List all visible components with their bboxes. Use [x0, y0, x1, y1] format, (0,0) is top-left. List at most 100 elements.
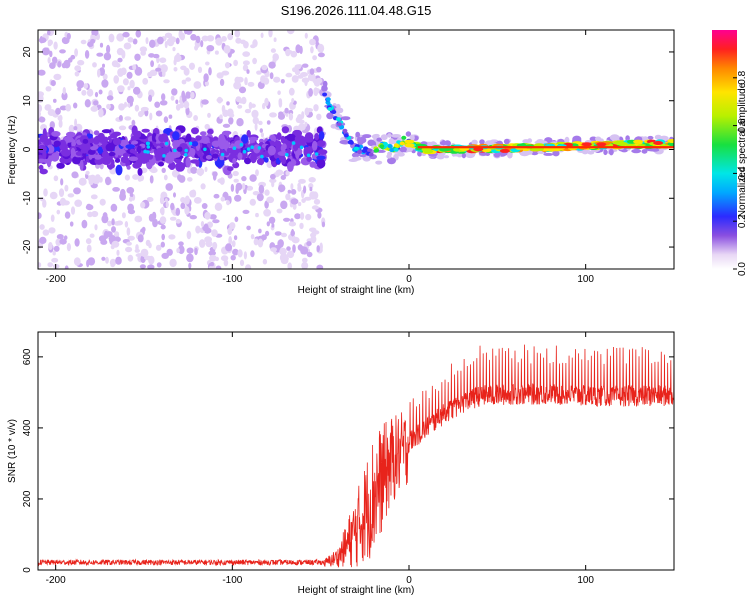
- spectrogram-band-blob: [114, 148, 119, 158]
- spectrogram-noise-blob: [266, 221, 270, 227]
- snr-frame: [37, 331, 675, 571]
- spectrogram-noise-blob: [249, 198, 256, 206]
- spectrogram-noise-blob: [278, 184, 286, 192]
- spectrogram-noise-blob: [254, 122, 258, 131]
- spectrogram-noise-blob: [242, 64, 249, 72]
- spectrogram-noise-blob: [168, 114, 173, 119]
- spectrogram-noise-blob: [139, 46, 148, 53]
- spectrogram-noise-blob: [83, 83, 89, 89]
- spectrogram-band-blob: [219, 155, 225, 161]
- spectrogram-noise-blob: [49, 62, 56, 69]
- spectrogram-noise-blob: [73, 257, 81, 266]
- spectrogram-noise-blob: [178, 175, 186, 183]
- spectrogram-noise-blob: [301, 63, 309, 68]
- spectrogram-noise-blob: [268, 61, 276, 69]
- spectrogram-noise-blob: [194, 247, 198, 256]
- snr-panel: -200 -100 0 100 0 200 400 600 Height of straig…: [7, 331, 675, 596]
- spectrogram-noise-blob: [298, 123, 306, 131]
- colorbar-tick-label: 0.0: [737, 262, 748, 276]
- spectrogram-noise-blob: [123, 101, 128, 108]
- spectrogram-noise-blob: [47, 262, 53, 268]
- spectrogram-band-blob: [200, 131, 207, 136]
- spectrogram-noise-blob: [45, 86, 52, 92]
- spectrogram-noise-blob: [290, 189, 297, 195]
- spectrogram-band-blob: [175, 161, 186, 172]
- spectrogram-noise-blob: [39, 224, 45, 230]
- spectrogram-noise-blob: [109, 258, 117, 266]
- spectrogram-noise-blob: [237, 104, 243, 109]
- spectrogram-noise-blob: [185, 106, 190, 116]
- spectrogram-noise-blob: [204, 166, 208, 172]
- spectrogram-track-halo: [543, 152, 554, 156]
- spectrogram-track-halo: [625, 135, 630, 142]
- spectrogram-marks: [38, 30, 674, 269]
- spectrogram-noise-blob: [163, 174, 168, 181]
- spectrogram-noise-blob: [84, 50, 90, 59]
- spectrogram-noise-blob: [285, 170, 290, 176]
- spectrogram-noise-blob: [38, 111, 41, 117]
- spectrogram-noise-blob: [105, 231, 113, 238]
- spectrogram-noise-blob: [263, 209, 271, 217]
- spectrogram-noise-blob: [38, 104, 43, 113]
- spectrogram-noise-blob: [317, 52, 325, 58]
- spectrogram-noise-blob: [126, 227, 131, 236]
- spectrogram-noise-blob: [161, 233, 165, 241]
- figure-title: S196.2026.111.04.48.G15: [281, 3, 432, 18]
- spectrogram-band-blob: [59, 139, 67, 151]
- snr-y-ticks: 0 200 400 600: [22, 348, 674, 573]
- spectrogram-noise-blob: [317, 43, 325, 53]
- spectrogram-band-blob: [90, 146, 97, 151]
- spectrogram-noise-blob: [55, 107, 61, 115]
- spectrogram-noise-blob: [58, 119, 63, 128]
- spectrogram-noise-blob: [163, 79, 170, 84]
- spectrogram-noise-blob: [180, 202, 186, 210]
- spectrogram-track-halo: [362, 134, 372, 139]
- spectrogram-noise-blob: [74, 199, 83, 207]
- spectrogram-band-blob: [120, 156, 129, 164]
- spectrogram-noise-blob: [102, 212, 108, 220]
- spectrogram-noise-blob: [129, 79, 135, 89]
- spectrogram-noise-blob: [141, 226, 146, 233]
- spectrogram-noise-blob: [160, 241, 165, 248]
- spectrogram-track-point: [347, 140, 353, 145]
- spectrogram-noise-blob: [309, 38, 316, 46]
- spectrogram-track-halo: [577, 150, 587, 153]
- spectrogram-noise-blob: [256, 70, 262, 75]
- spectrogram-noise-blob: [137, 234, 144, 243]
- spectrogram-noise-blob: [95, 174, 101, 180]
- spectrogram-track-halo: [444, 140, 451, 147]
- spectrogram-track-point: [653, 141, 664, 145]
- spectrogram-noise-blob: [269, 178, 277, 183]
- spectrogram-band-blob: [80, 147, 89, 154]
- spectrogram-track-halo: [471, 139, 478, 145]
- spectrogram-noise-blob: [140, 106, 149, 112]
- spectrogram-noise-blob: [38, 69, 46, 76]
- spectrogram-band-blob: [187, 147, 196, 157]
- spectrogram-band-blob: [267, 145, 276, 156]
- spectrogram-band-blob: [318, 131, 325, 140]
- spectrogram-noise-blob: [228, 236, 233, 245]
- spectrogram-noise-blob: [42, 199, 47, 208]
- spectrogram-noise-blob: [250, 250, 255, 258]
- spectrogram-noise-blob: [118, 115, 123, 121]
- spectrogram-track-point: [374, 148, 380, 153]
- spectrogram-noise-blob: [174, 54, 182, 62]
- spectrogram-noise-blob: [262, 258, 268, 265]
- spectrogram-noise-blob: [87, 257, 96, 266]
- spectrogram-noise-blob: [185, 91, 191, 99]
- spectrogram-noise-blob: [127, 86, 131, 91]
- spectrogram-track-halo: [340, 116, 351, 121]
- spectrogram-noise-blob: [246, 69, 250, 74]
- spectrogram-band-blob: [60, 148, 71, 157]
- spectrogram-noise-blob: [287, 189, 292, 194]
- spectrogram-noise-blob: [239, 259, 245, 266]
- spectrogram-noise-blob: [233, 81, 242, 90]
- spectrogram-x-tick-label: 0: [406, 274, 412, 285]
- spectrogram-noise-blob: [168, 234, 176, 240]
- spectrogram-noise-blob: [87, 41, 94, 48]
- spectrogram-noise-blob: [260, 32, 264, 39]
- spectrogram-noise-blob: [102, 63, 105, 68]
- spectrogram-noise-blob: [243, 251, 247, 260]
- spectrogram-track-halo: [386, 154, 392, 159]
- spectrogram-noise-blob: [106, 95, 114, 101]
